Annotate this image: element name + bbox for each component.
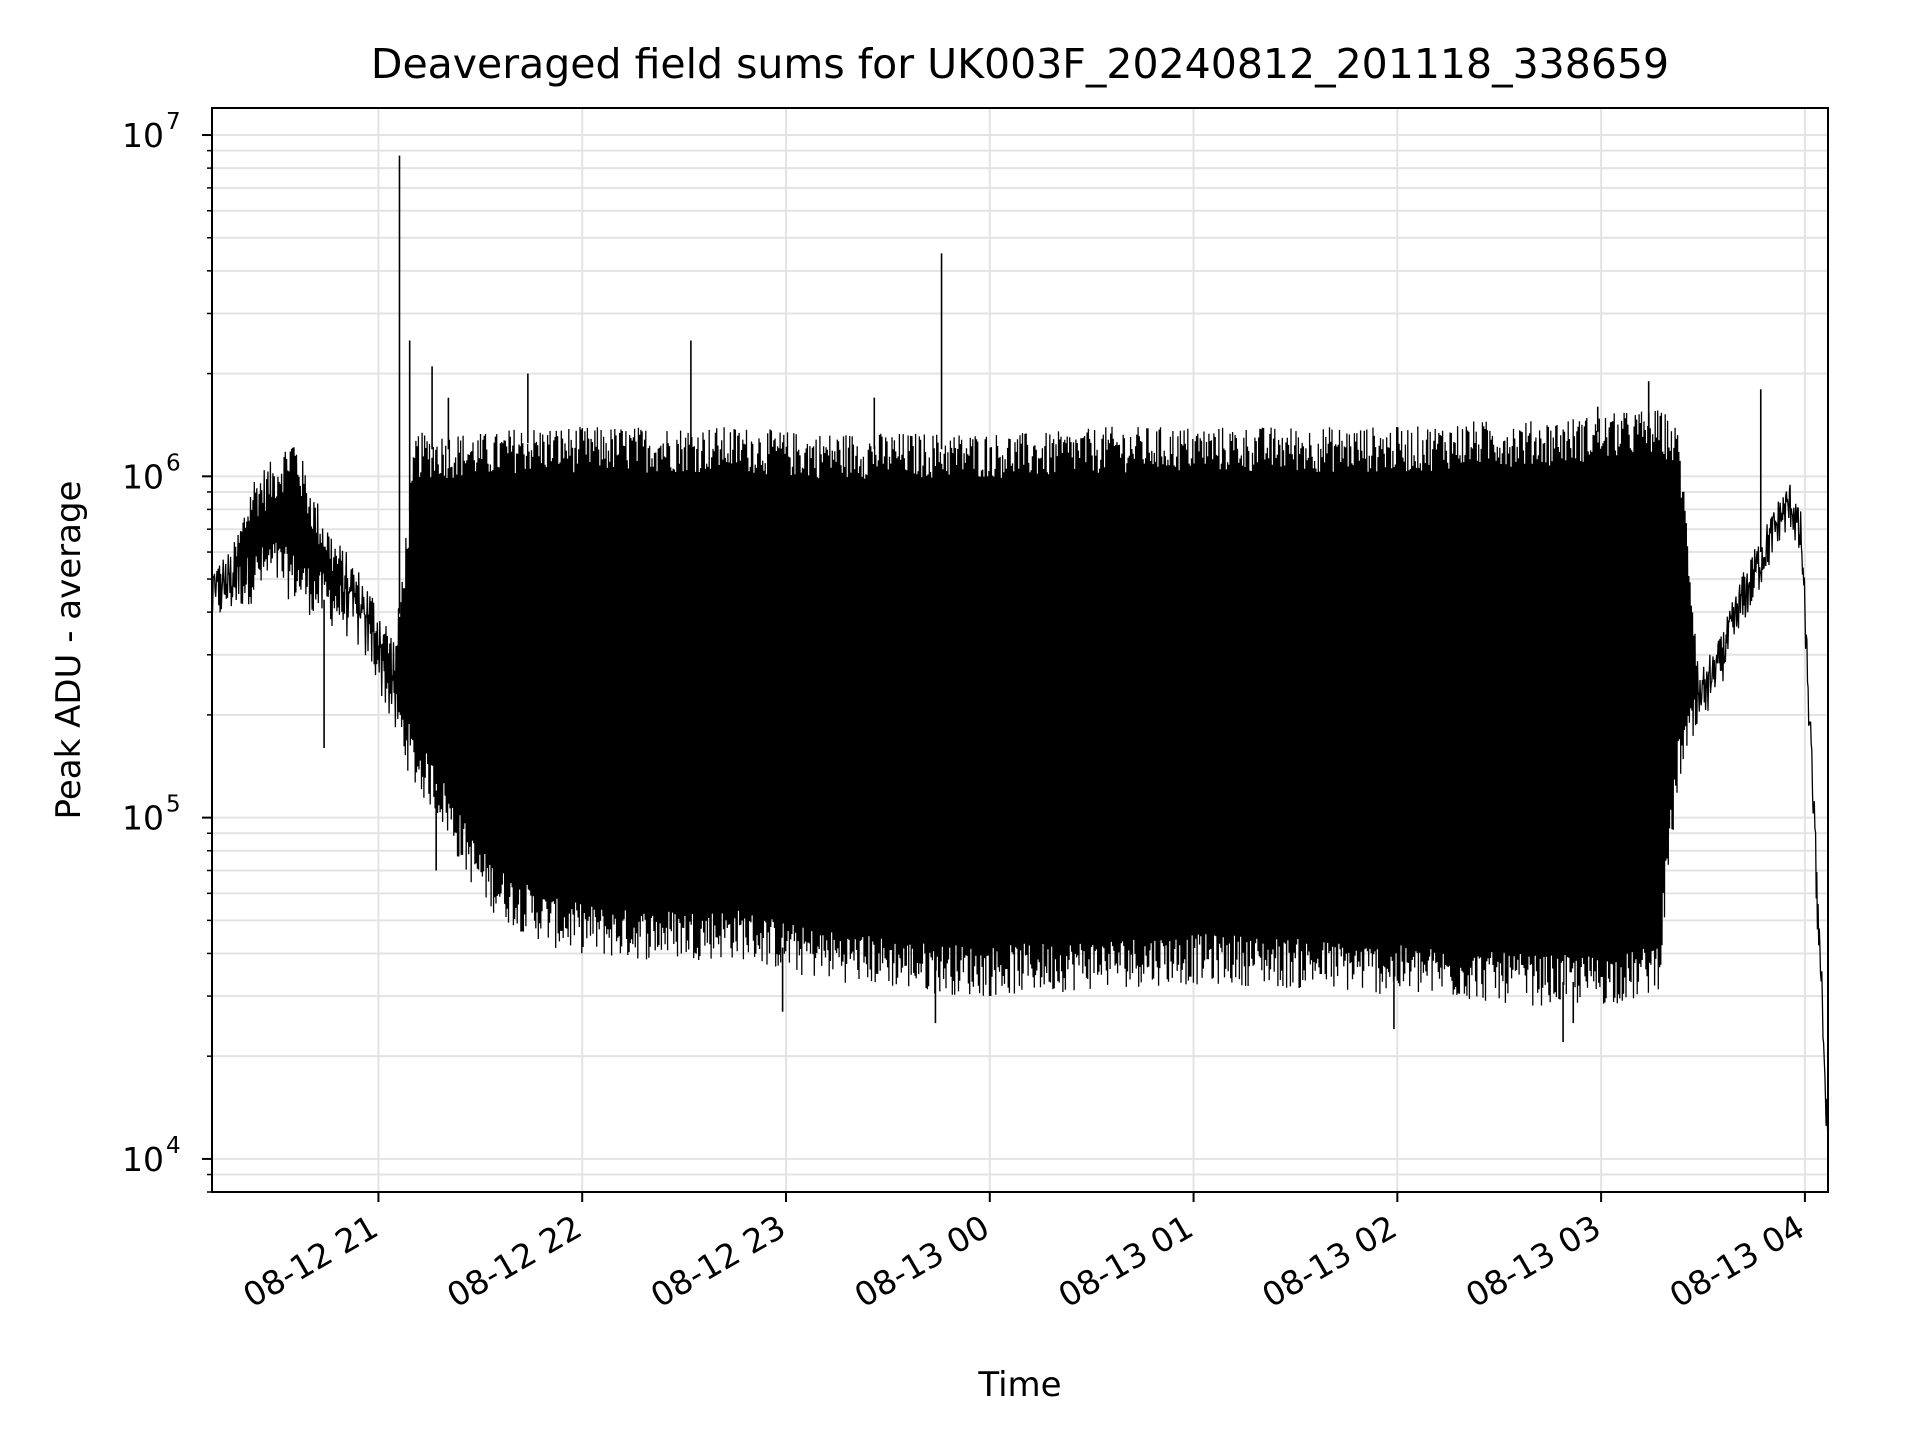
plot-frame bbox=[211, 107, 1829, 1193]
x-axis-label: Time bbox=[977, 1365, 1061, 1405]
chart-title: Deaveraged field sums for UK003F_2024081… bbox=[371, 40, 1669, 88]
y-axis-label: Peak ADU - average bbox=[49, 481, 89, 820]
y-tick-label: 10 bbox=[122, 799, 164, 838]
y-tick-exponent: 5 bbox=[166, 792, 181, 818]
y-tick-exponent: 7 bbox=[166, 109, 181, 135]
y-tick-label: 10 bbox=[122, 1140, 164, 1179]
y-tick-exponent: 6 bbox=[166, 450, 181, 476]
y-tick-label: 10 bbox=[122, 116, 164, 155]
y-tick-exponent: 4 bbox=[166, 1133, 181, 1159]
y-tick-label: 10 bbox=[122, 457, 164, 496]
series-line bbox=[211, 410, 1829, 1143]
series-trace bbox=[211, 155, 1829, 1143]
